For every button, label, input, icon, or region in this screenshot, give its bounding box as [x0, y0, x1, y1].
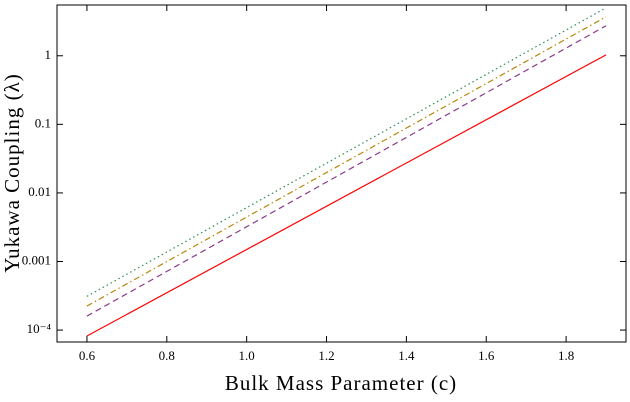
y-tick-label: 1 [45, 47, 52, 62]
x-tick-label: 1.4 [398, 348, 415, 363]
x-axis-title: Bulk Mass Parameter (c) [225, 371, 457, 395]
x-tick-label: 0.6 [79, 348, 96, 363]
line-series [86, 54, 607, 337]
line-series [86, 16, 607, 307]
x-tick-label: 1.0 [239, 348, 255, 363]
x-tick-label: 1.2 [318, 348, 334, 363]
x-tick-label: 1.6 [478, 348, 495, 363]
y-tick-label: 0.001 [22, 252, 51, 267]
x-tick-label: 0.8 [159, 348, 175, 363]
line-series [86, 7, 607, 297]
y-tick-label: 0.01 [28, 184, 51, 199]
y-tick-label: 0.1 [35, 115, 51, 130]
x-tick-label: 1.8 [558, 348, 574, 363]
line-series [86, 25, 607, 317]
plot-frame [56, 4, 627, 343]
y-tick-label: 10⁻⁴ [27, 321, 52, 336]
y-axis-title: Yukawa Coupling (λ) [0, 73, 24, 273]
